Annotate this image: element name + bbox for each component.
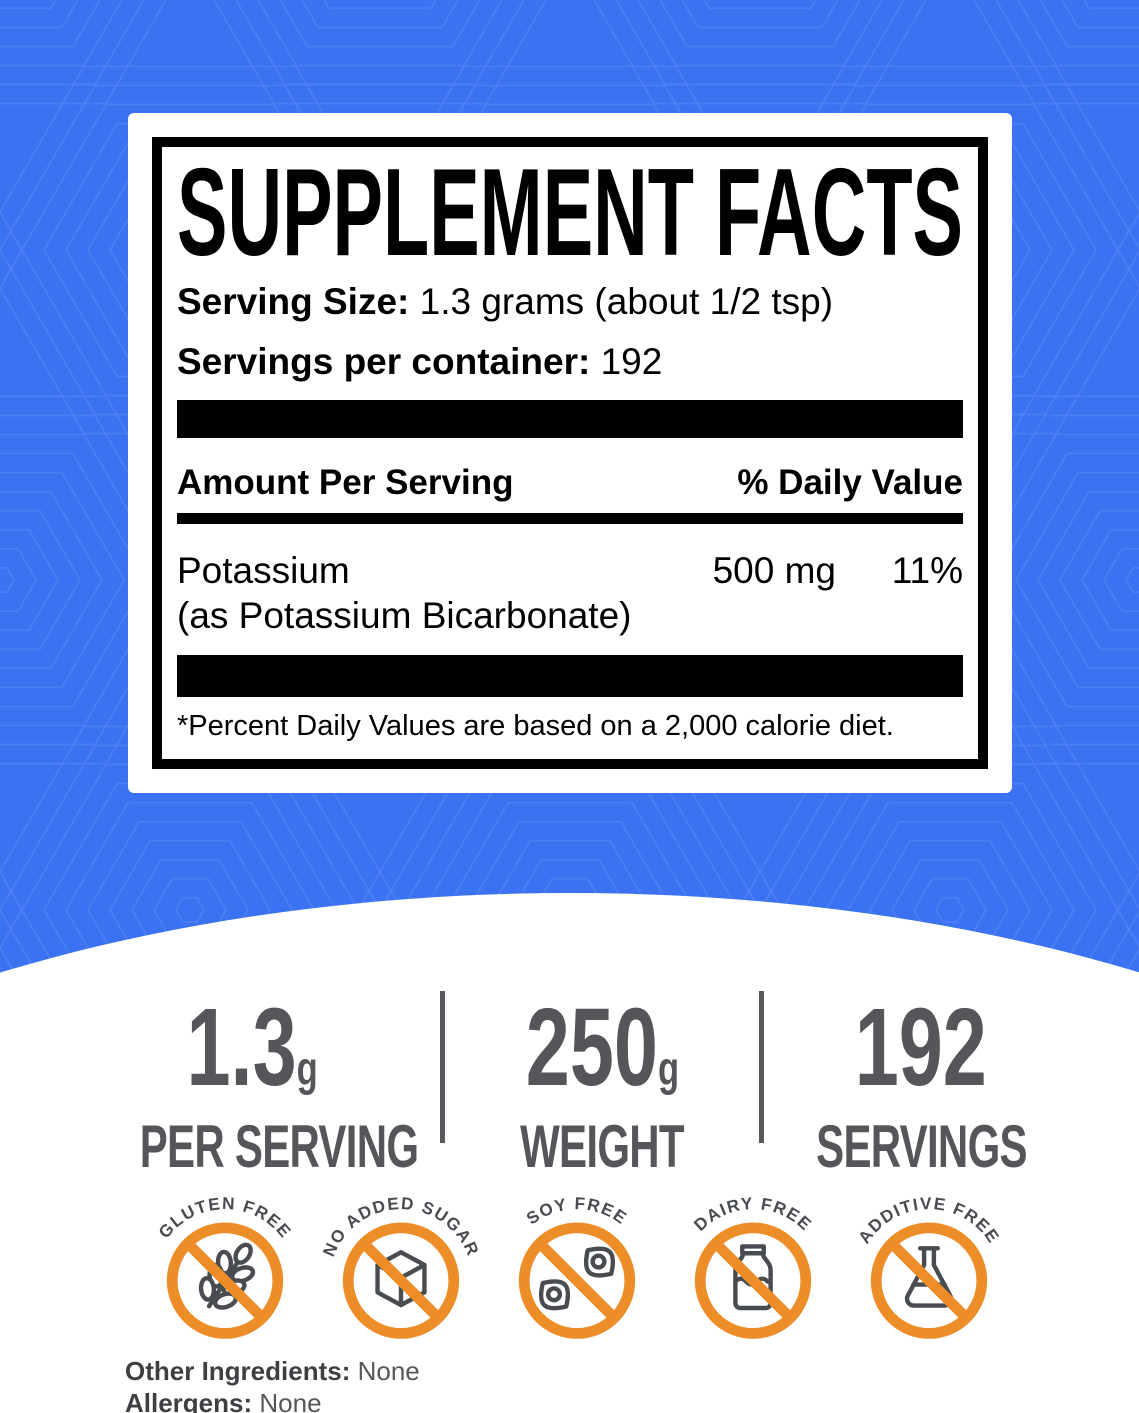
prohibition-ring [694,1222,812,1339]
separator-bar-bottom [177,655,963,697]
badge-soy-free: SOY FREE [489,1185,665,1343]
stat-weight: 250g WEIGHT [445,993,759,1177]
other-ingredients-line: Other Ingredients: None [125,1356,420,1387]
stat-weight-value: 250g [525,986,679,1109]
soy-pods-icon [538,1246,616,1311]
stat-servings: 192 SERVINGS [764,993,1078,1177]
badge-dairy-free: DAIRY FREE [665,1185,841,1343]
panel-title: SUPPLEMENT FACTS [177,161,963,263]
prohibition-slash [711,1239,795,1322]
stat-servings-label: SERVINGS [815,1113,1027,1180]
stat-per-serving-label: PER SERVING [139,1113,419,1180]
serving-size-line: Serving Size: 1.3 grams (about 1/2 tsp) [177,281,833,323]
prohibition-slash [535,1239,619,1322]
stat-servings-value: 192 [854,986,988,1109]
nutrient-amount: 500 mg [712,550,836,591]
nutrient-detail: (as Potassium Bicarbonate) [177,595,632,636]
servings-label: Servings per container: [177,341,591,382]
prohibition-slash [887,1239,971,1322]
servings-per-container-line: Servings per container: 192 [177,341,662,383]
allergens-line: Allergens: None [125,1388,322,1413]
serving-size-value: 1.3 grams (about 1/2 tsp) [419,281,834,322]
other-ingredients-label: Other Ingredients: [125,1356,351,1386]
prohibition-ring [166,1222,284,1339]
other-ingredients-value: None [357,1356,420,1386]
nutrient-name: Potassium [177,550,350,591]
stat-weight-label: WEIGHT [520,1113,684,1180]
stat-divider-right [759,991,764,1143]
supplement-facts-panel: SUPPLEMENT FACTS Serving Size: 1.3 grams… [128,113,1012,793]
daily-value-header: % Daily Value [737,463,963,502]
badge-no-added-sugar: NO ADDED SUGAR [313,1185,489,1343]
stat-per-serving-value: 1.3g [186,986,319,1109]
prohibition-slash [359,1239,443,1322]
panel-border [152,137,988,769]
panel-title-text: SUPPLEMENT FACTS [177,161,963,263]
daily-value-footnote: *Percent Daily Values are based on a 2,0… [177,710,894,742]
amount-per-serving-header: Amount Per Serving [177,463,514,502]
stat-per-serving: 1.3g PER SERVING [80,993,425,1177]
separator-bar-top [177,400,963,438]
prohibition-ring [342,1222,460,1339]
allergens-value: None [259,1388,322,1413]
badge-additive-free: ADDITIVE FREE [841,1185,1017,1343]
badge-gluten-free-label: GLUTEN FREE [155,1194,295,1242]
nutrient-daily-value: 11% [891,550,963,591]
badge-additive-free-label: ADDITIVE FREE [855,1194,1004,1247]
servings-value: 192 [600,341,663,382]
prohibition-ring [518,1222,636,1339]
badge-gluten-free: GLUTEN FREE [137,1185,313,1343]
header-divider-bar [177,513,963,524]
allergens-label: Allergens: [125,1388,253,1413]
prohibition-slash [183,1239,267,1322]
stat-divider-left [440,991,445,1143]
serving-size-label: Serving Size: [177,281,410,322]
prohibition-ring [870,1222,988,1339]
